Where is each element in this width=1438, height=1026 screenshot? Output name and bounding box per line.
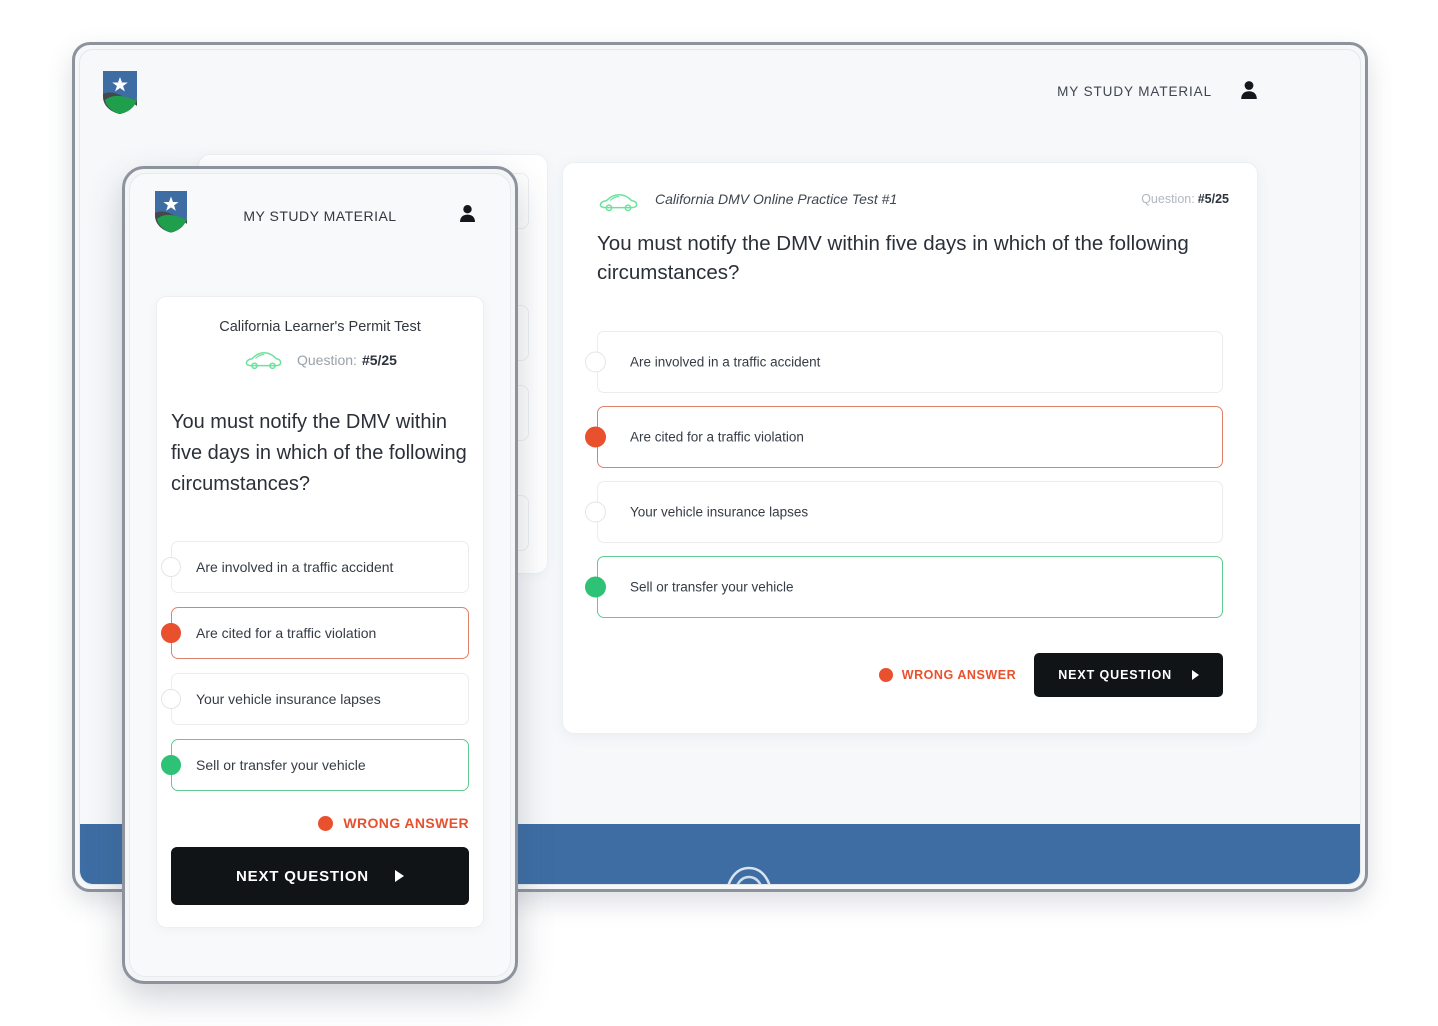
- radio-icon[interactable]: [161, 557, 181, 577]
- radio-selected-wrong-icon[interactable]: [161, 623, 181, 643]
- question-counter: Question: #5/25: [1141, 192, 1229, 206]
- answer-options-list: Are involved in a traffic accident Are c…: [585, 331, 1223, 631]
- radio-correct-icon[interactable]: [161, 755, 181, 775]
- answer-option-1[interactable]: Are cited for a traffic violation: [585, 406, 1223, 468]
- mobile-viewport: MY STUDY MATERIAL California Learner's P…: [129, 173, 511, 977]
- answer-option-label: Are involved in a traffic accident: [196, 559, 394, 575]
- verdict-label: WRONG ANSWER: [343, 815, 469, 831]
- play-triangle-icon: [394, 870, 404, 882]
- question-counter-label: Question:: [297, 352, 357, 368]
- answer-option-2[interactable]: Your vehicle insurance lapses: [161, 673, 469, 725]
- question-counter-label: Question:: [1141, 192, 1195, 206]
- question-card: California DMV Online Practice Test #1 Q…: [562, 162, 1258, 734]
- mobile-device-frame: MY STUDY MATERIAL California Learner's P…: [122, 166, 518, 984]
- wrong-answer-dot-icon: [878, 668, 893, 682]
- nav-my-study-material[interactable]: MY STUDY MATERIAL: [243, 208, 397, 224]
- radio-icon[interactable]: [161, 689, 181, 709]
- car-icon: [597, 191, 639, 213]
- answer-option-3[interactable]: Sell or transfer your vehicle: [585, 556, 1223, 618]
- answer-option-label: Are involved in a traffic accident: [630, 354, 821, 370]
- question-counter-value: #5/25: [1197, 192, 1229, 206]
- shield-star-logo-icon[interactable]: [100, 68, 140, 116]
- car-icon: [243, 349, 283, 371]
- radio-correct-icon[interactable]: [585, 576, 606, 598]
- radio-selected-wrong-icon[interactable]: [585, 426, 606, 448]
- answer-option-label: Your vehicle insurance lapses: [196, 691, 381, 707]
- answer-option-0[interactable]: Are involved in a traffic accident: [161, 541, 469, 593]
- mobile-card-footer: WRONG ANSWER NEXT QUESTION: [171, 815, 469, 905]
- verdict-badge: WRONG ANSWER: [171, 815, 469, 831]
- wrong-answer-dot-icon: [318, 815, 334, 831]
- question-text: You must notify the DMV within five days…: [171, 411, 467, 495]
- nav-my-study-material[interactable]: MY STUDY MATERIAL: [1057, 84, 1212, 99]
- mobile-question-meta: Question: #5/25: [157, 349, 483, 371]
- person-icon[interactable]: [1240, 80, 1258, 100]
- question-counter-value: #5/25: [361, 352, 397, 368]
- radio-icon[interactable]: [585, 501, 606, 523]
- radio-icon[interactable]: [585, 351, 606, 373]
- shield-star-logo-icon[interactable]: [152, 188, 190, 234]
- test-title: California DMV Online Practice Test #1: [655, 191, 898, 207]
- person-icon[interactable]: [459, 204, 476, 223]
- answer-option-1[interactable]: Are cited for a traffic violation: [161, 607, 469, 659]
- answer-option-3[interactable]: Sell or transfer your vehicle: [161, 739, 469, 791]
- verdict-label: WRONG ANSWER: [901, 668, 1017, 682]
- next-question-button[interactable]: NEXT QUESTION: [1034, 653, 1223, 697]
- answer-option-label: Sell or transfer your vehicle: [196, 757, 366, 773]
- answer-option-label: Are cited for a traffic violation: [196, 625, 377, 641]
- answer-option-label: Your vehicle insurance lapses: [630, 504, 809, 520]
- answer-option-label: Sell or transfer your vehicle: [630, 579, 794, 595]
- arch-logo-icon: [720, 856, 778, 884]
- question-card-footer: WRONG ANSWER NEXT QUESTION: [878, 653, 1223, 697]
- test-title: California Learner's Permit Test: [219, 319, 421, 335]
- answer-options-list: Are involved in a traffic accident Are c…: [161, 541, 469, 805]
- next-question-label: NEXT QUESTION: [1058, 668, 1172, 682]
- answer-option-2[interactable]: Your vehicle insurance lapses: [585, 481, 1223, 543]
- question-card-header: California DMV Online Practice Test #1 Q…: [597, 189, 1229, 219]
- answer-option-0[interactable]: Are involved in a traffic accident: [585, 331, 1223, 393]
- answer-option-label: Are cited for a traffic violation: [630, 429, 804, 445]
- question-text: You must notify the DMV within five days…: [597, 232, 1189, 285]
- next-question-label: NEXT QUESTION: [236, 867, 369, 885]
- verdict-badge: WRONG ANSWER: [878, 668, 1017, 682]
- play-triangle-icon: [1192, 670, 1199, 680]
- next-question-button[interactable]: NEXT QUESTION: [171, 847, 469, 905]
- mobile-header: MY STUDY MATERIAL: [130, 174, 510, 258]
- desktop-header: MY STUDY MATERIAL: [80, 50, 1360, 142]
- mobile-question-card: California Learner's Permit Test Questio…: [156, 296, 484, 928]
